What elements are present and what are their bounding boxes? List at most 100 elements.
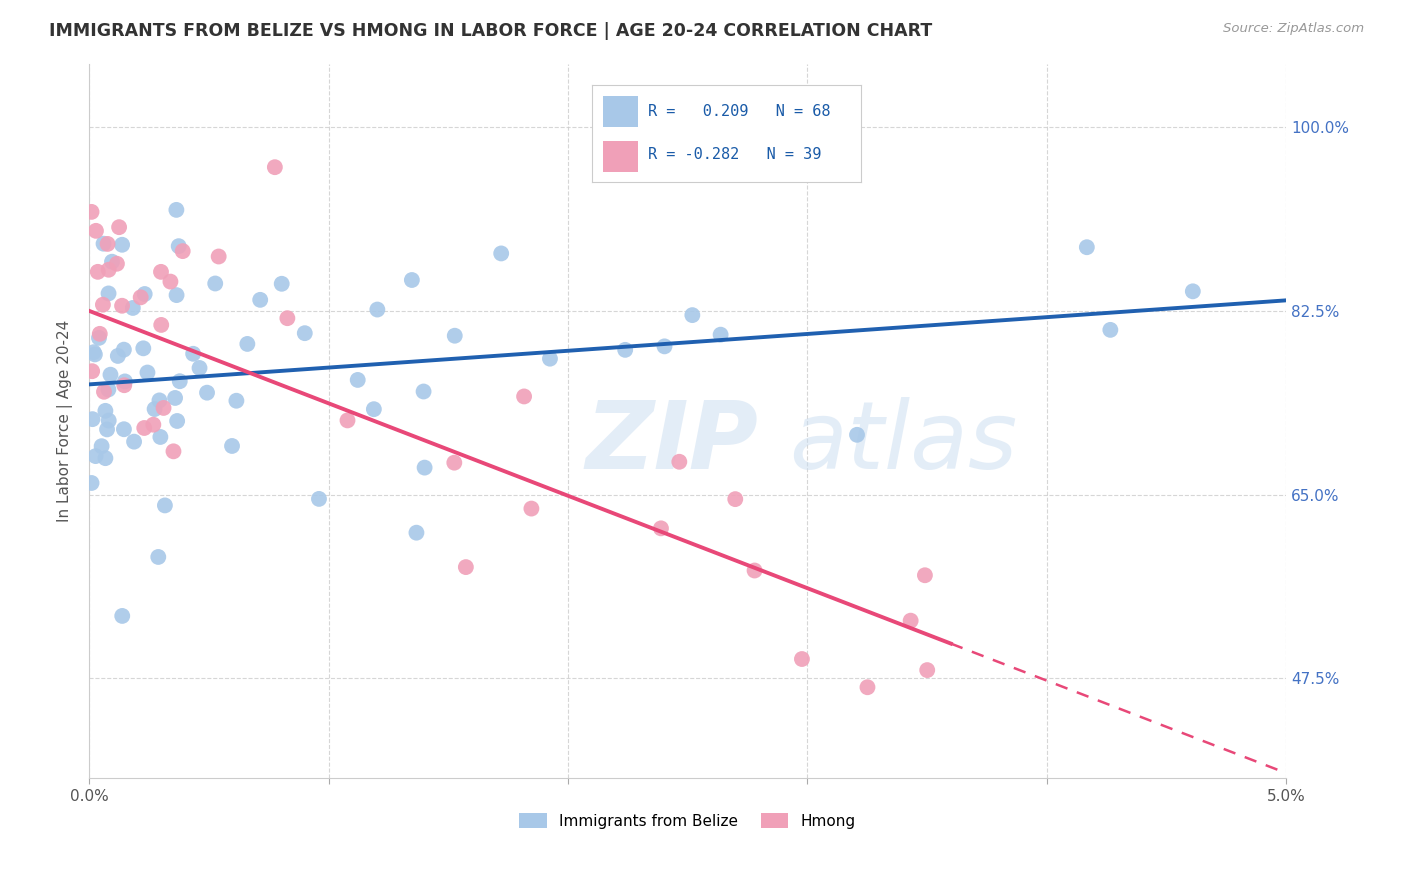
Point xyxy=(654,339,676,353)
Point xyxy=(195,385,218,400)
Point xyxy=(443,328,465,343)
Point xyxy=(84,224,107,238)
Point xyxy=(162,444,184,458)
Point xyxy=(112,422,135,436)
Point xyxy=(401,273,423,287)
Point xyxy=(143,402,166,417)
Point xyxy=(107,349,129,363)
Point xyxy=(159,275,181,289)
Point xyxy=(225,393,247,408)
Point xyxy=(681,308,703,322)
Point xyxy=(93,384,115,399)
Point xyxy=(443,456,465,470)
Point xyxy=(221,439,243,453)
Y-axis label: In Labor Force | Age 20-24: In Labor Force | Age 20-24 xyxy=(58,320,73,523)
Point xyxy=(101,254,124,268)
Point xyxy=(149,430,172,444)
Point xyxy=(111,609,134,624)
Point xyxy=(165,202,187,217)
Point xyxy=(276,311,298,326)
Point xyxy=(96,422,118,436)
Point xyxy=(148,393,170,408)
Point xyxy=(489,246,512,260)
Point xyxy=(1099,323,1122,337)
Point xyxy=(112,343,135,357)
Point xyxy=(915,663,938,677)
Point xyxy=(614,343,637,357)
Point xyxy=(650,521,672,535)
Point xyxy=(83,345,105,359)
Point xyxy=(80,475,103,490)
Point xyxy=(84,449,107,463)
Point xyxy=(90,439,112,453)
Point xyxy=(100,368,122,382)
Point xyxy=(82,412,104,426)
Text: IMMIGRANTS FROM BELIZE VS HMONG IN LABOR FORCE | AGE 20-24 CORRELATION CHART: IMMIGRANTS FROM BELIZE VS HMONG IN LABOR… xyxy=(49,22,932,40)
Point xyxy=(97,383,120,397)
Point xyxy=(172,244,194,259)
Point xyxy=(122,434,145,449)
Point xyxy=(181,347,204,361)
Point xyxy=(121,301,143,315)
Point xyxy=(111,299,134,313)
Point xyxy=(83,347,105,361)
Point xyxy=(724,492,747,507)
Point xyxy=(710,327,733,342)
Point xyxy=(263,160,285,174)
Point xyxy=(413,460,436,475)
Point xyxy=(153,499,176,513)
Point xyxy=(336,413,359,427)
Point xyxy=(846,427,869,442)
Point xyxy=(97,286,120,301)
Point xyxy=(790,652,813,666)
Point xyxy=(366,302,388,317)
Point xyxy=(668,455,690,469)
Text: ZIP: ZIP xyxy=(586,397,759,489)
Point xyxy=(142,417,165,432)
Point xyxy=(236,337,259,351)
Point xyxy=(150,318,173,332)
Point xyxy=(93,236,115,251)
Point xyxy=(132,341,155,355)
Point xyxy=(1181,285,1204,299)
Point xyxy=(744,564,766,578)
Point xyxy=(91,298,114,312)
Point xyxy=(97,236,120,251)
Point xyxy=(249,293,271,307)
Point xyxy=(82,364,104,378)
Point xyxy=(166,288,188,302)
Point xyxy=(169,374,191,388)
Point xyxy=(167,239,190,253)
Point xyxy=(1076,240,1098,254)
Text: Source: ZipAtlas.com: Source: ZipAtlas.com xyxy=(1223,22,1364,36)
Point xyxy=(134,421,156,435)
Point xyxy=(270,277,292,291)
Point xyxy=(94,451,117,466)
Point xyxy=(87,265,110,279)
Point xyxy=(606,120,628,135)
Point xyxy=(108,220,131,235)
Point xyxy=(150,265,173,279)
Point xyxy=(105,257,128,271)
Point xyxy=(94,404,117,418)
Point xyxy=(111,237,134,252)
Point xyxy=(188,361,211,376)
Point xyxy=(520,501,543,516)
Point xyxy=(97,413,120,427)
Point xyxy=(152,401,174,415)
Point xyxy=(412,384,434,399)
Point xyxy=(308,491,330,506)
Point xyxy=(166,414,188,428)
Point xyxy=(513,389,536,403)
Text: atlas: atlas xyxy=(789,397,1018,488)
Point xyxy=(89,326,111,341)
Point xyxy=(136,366,159,380)
Point xyxy=(900,614,922,628)
Legend: Immigrants from Belize, Hmong: Immigrants from Belize, Hmong xyxy=(513,806,862,835)
Point xyxy=(112,378,135,392)
Point xyxy=(856,680,879,694)
Point xyxy=(294,326,316,341)
Point xyxy=(134,287,156,301)
Point xyxy=(204,277,226,291)
Point xyxy=(208,250,231,264)
